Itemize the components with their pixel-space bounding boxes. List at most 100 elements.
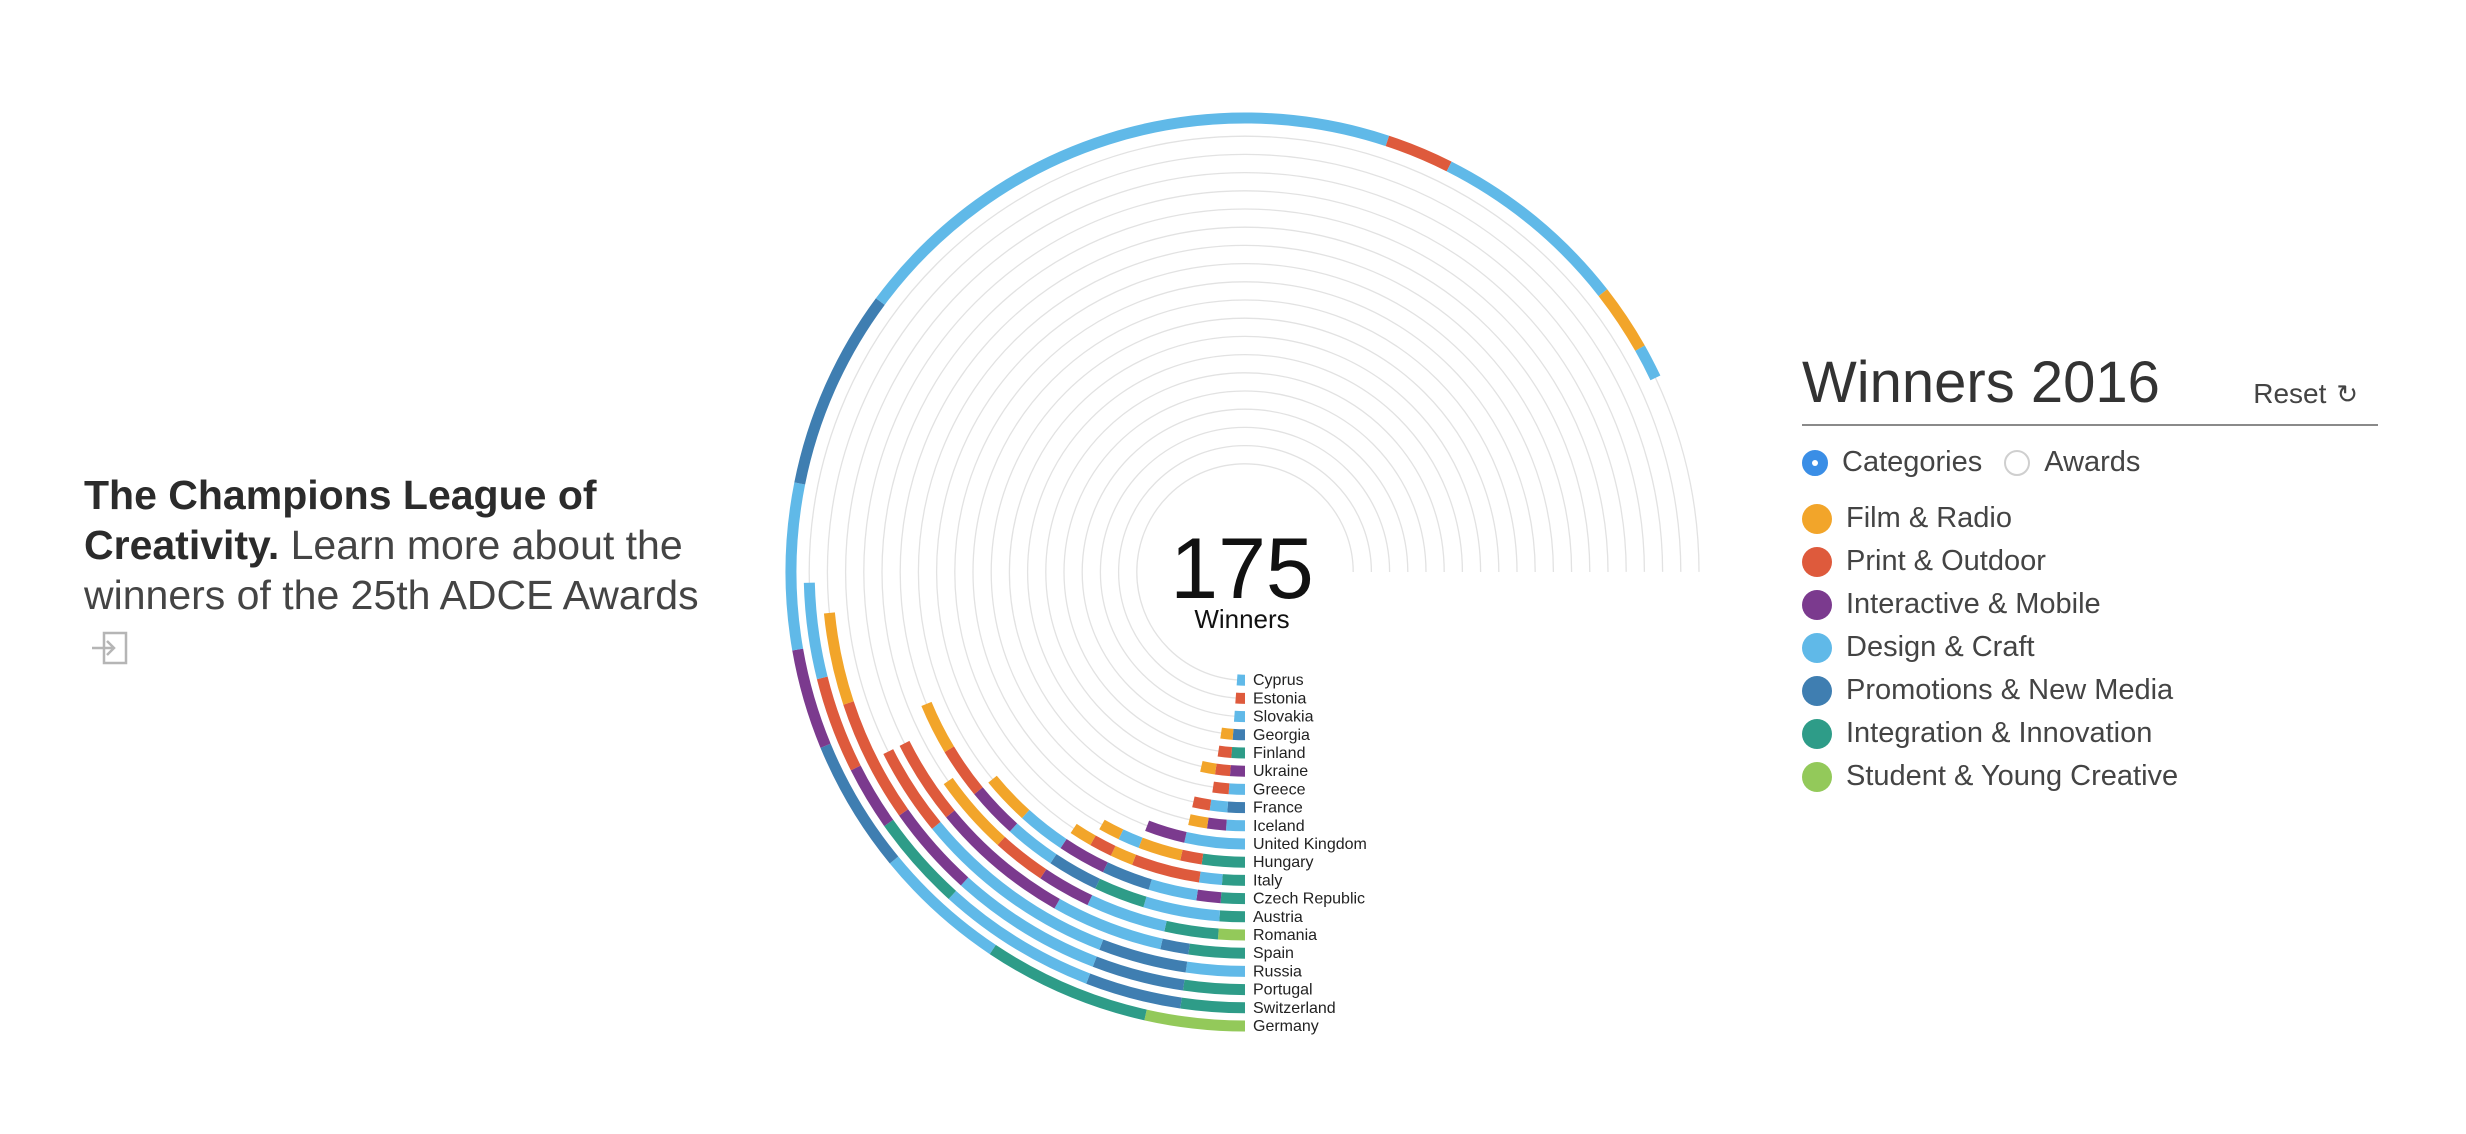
- bar-segment[interactable]: [1221, 874, 1246, 886]
- bar-segment[interactable]: [1103, 862, 1152, 890]
- bar-segment[interactable]: [1148, 879, 1198, 901]
- bar-segment[interactable]: [1050, 854, 1100, 889]
- country-bars[interactable]: [785, 112, 1661, 1032]
- bar-segment[interactable]: [1209, 799, 1229, 813]
- bar-segment[interactable]: [997, 836, 1047, 879]
- bar-segment[interactable]: [1188, 814, 1209, 829]
- bar-segment[interactable]: [989, 944, 1147, 1021]
- bar-segment[interactable]: [1180, 997, 1246, 1014]
- legend-item[interactable]: Print & Outdoor: [1802, 540, 2378, 583]
- bar-segment[interactable]: [1164, 920, 1219, 940]
- legend-item[interactable]: Integration & Innovation: [1802, 712, 2378, 755]
- bar-segment[interactable]: [1099, 819, 1124, 840]
- legend-item[interactable]: Student & Young Creative: [1802, 755, 2378, 798]
- bar-segment[interactable]: [944, 746, 983, 795]
- bar-segment[interactable]: [1070, 823, 1096, 846]
- legend-item[interactable]: Design & Craft: [1802, 626, 2378, 669]
- bar-segment[interactable]: [1090, 835, 1116, 856]
- bar-segment[interactable]: [1087, 895, 1167, 932]
- bar-segment[interactable]: [1188, 943, 1246, 959]
- bar-segment[interactable]: [1446, 161, 1608, 297]
- bar-segment[interactable]: [843, 701, 909, 816]
- bar-segment[interactable]: [1219, 910, 1246, 923]
- bar-segment[interactable]: [988, 775, 1030, 819]
- bar-segment[interactable]: [1092, 956, 1185, 991]
- bar-segment[interactable]: [884, 819, 957, 899]
- bar-segment[interactable]: [1182, 979, 1246, 996]
- mode-option-categories[interactable]: Categories: [1802, 446, 1982, 479]
- bar-segment[interactable]: [785, 482, 806, 651]
- bar-segment[interactable]: [792, 648, 831, 748]
- bar-segment[interactable]: [1118, 829, 1143, 848]
- bar-segment[interactable]: [1040, 869, 1093, 906]
- mode-option-awards[interactable]: Awards: [2004, 446, 2140, 479]
- bar-segment[interactable]: [899, 809, 969, 886]
- bar-segment[interactable]: [1214, 763, 1231, 777]
- bar-segment[interactable]: [1143, 896, 1221, 922]
- legend-item[interactable]: Promotions & New Media: [1802, 669, 2378, 712]
- mode-label: Categories: [1842, 446, 1983, 478]
- bar-segment[interactable]: [1138, 837, 1183, 861]
- bar-segment[interactable]: [899, 740, 955, 818]
- bar-segment[interactable]: [974, 787, 1018, 832]
- bar-segment[interactable]: [921, 701, 955, 753]
- bar-segment[interactable]: [1228, 783, 1246, 795]
- bar-segment[interactable]: [889, 856, 996, 955]
- bar-segment[interactable]: [1206, 817, 1227, 831]
- bar-segment[interactable]: [820, 743, 899, 864]
- bar-segment[interactable]: [1635, 345, 1661, 381]
- country-label: Finland: [1253, 745, 1305, 762]
- enter-arrow-icon[interactable]: [90, 626, 128, 676]
- bar-segment[interactable]: [1217, 928, 1246, 941]
- bar-segment[interactable]: [850, 765, 894, 827]
- bar-segment[interactable]: [1192, 796, 1212, 811]
- bar-segment[interactable]: [1009, 823, 1057, 864]
- bar-segment[interactable]: [1095, 878, 1147, 908]
- bar-segment[interactable]: [823, 612, 854, 705]
- bar-segment[interactable]: [1054, 898, 1163, 950]
- bar-segment[interactable]: [1598, 289, 1645, 351]
- bar-segment[interactable]: [1225, 819, 1246, 832]
- bar-segment[interactable]: [943, 777, 1005, 846]
- bar-segment[interactable]: [948, 890, 1091, 984]
- bar-segment[interactable]: [794, 298, 885, 485]
- bar-segment[interactable]: [1145, 820, 1187, 843]
- bar-segment[interactable]: [1385, 135, 1452, 172]
- bar-segment[interactable]: [1110, 845, 1137, 865]
- bar-segment[interactable]: [1196, 889, 1222, 904]
- bar-segment[interactable]: [1185, 961, 1246, 977]
- bar-segment[interactable]: [1132, 854, 1201, 883]
- bar-segment[interactable]: [960, 877, 1097, 967]
- bar-segment[interactable]: [1099, 939, 1188, 973]
- bar-segment[interactable]: [1229, 765, 1246, 777]
- bar-segment[interactable]: [1144, 1009, 1246, 1032]
- bar-segment[interactable]: [816, 676, 861, 771]
- bar-segment[interactable]: [932, 821, 1104, 950]
- bar-segment[interactable]: [1217, 745, 1233, 758]
- bar-segment[interactable]: [875, 112, 1390, 305]
- bar-segment[interactable]: [1198, 871, 1223, 886]
- country-label: Georgia: [1253, 727, 1310, 744]
- radio-icon[interactable]: [2004, 449, 2031, 476]
- bar-segment[interactable]: [1227, 801, 1246, 814]
- bar-segment[interactable]: [1212, 781, 1230, 795]
- bar-segment[interactable]: [1201, 853, 1246, 868]
- radio-icon[interactable]: [1802, 449, 1828, 476]
- bar-segment[interactable]: [1180, 849, 1204, 865]
- bar-segment[interactable]: [1200, 760, 1217, 775]
- bar-segment[interactable]: [1060, 838, 1108, 873]
- bar-segment[interactable]: [1021, 809, 1067, 849]
- bar-segment[interactable]: [1220, 892, 1246, 905]
- bar-segment[interactable]: [803, 582, 828, 680]
- bar-segment[interactable]: [946, 810, 1060, 909]
- intro-body: Learn more about the winners of the 25th…: [84, 522, 699, 618]
- bar-segment[interactable]: [883, 749, 941, 829]
- legend-item[interactable]: Film & Radio: [1802, 497, 2378, 540]
- bar-segment[interactable]: [1160, 938, 1190, 955]
- reset-button[interactable]: Reset ↻: [2253, 378, 2358, 410]
- panel-title: Winners 2016: [1802, 350, 2160, 415]
- bar-segment[interactable]: [1220, 727, 1234, 740]
- bar-segment[interactable]: [1184, 832, 1246, 850]
- legend-item[interactable]: Interactive & Mobile: [1802, 583, 2378, 626]
- bar-segment[interactable]: [1086, 973, 1182, 1009]
